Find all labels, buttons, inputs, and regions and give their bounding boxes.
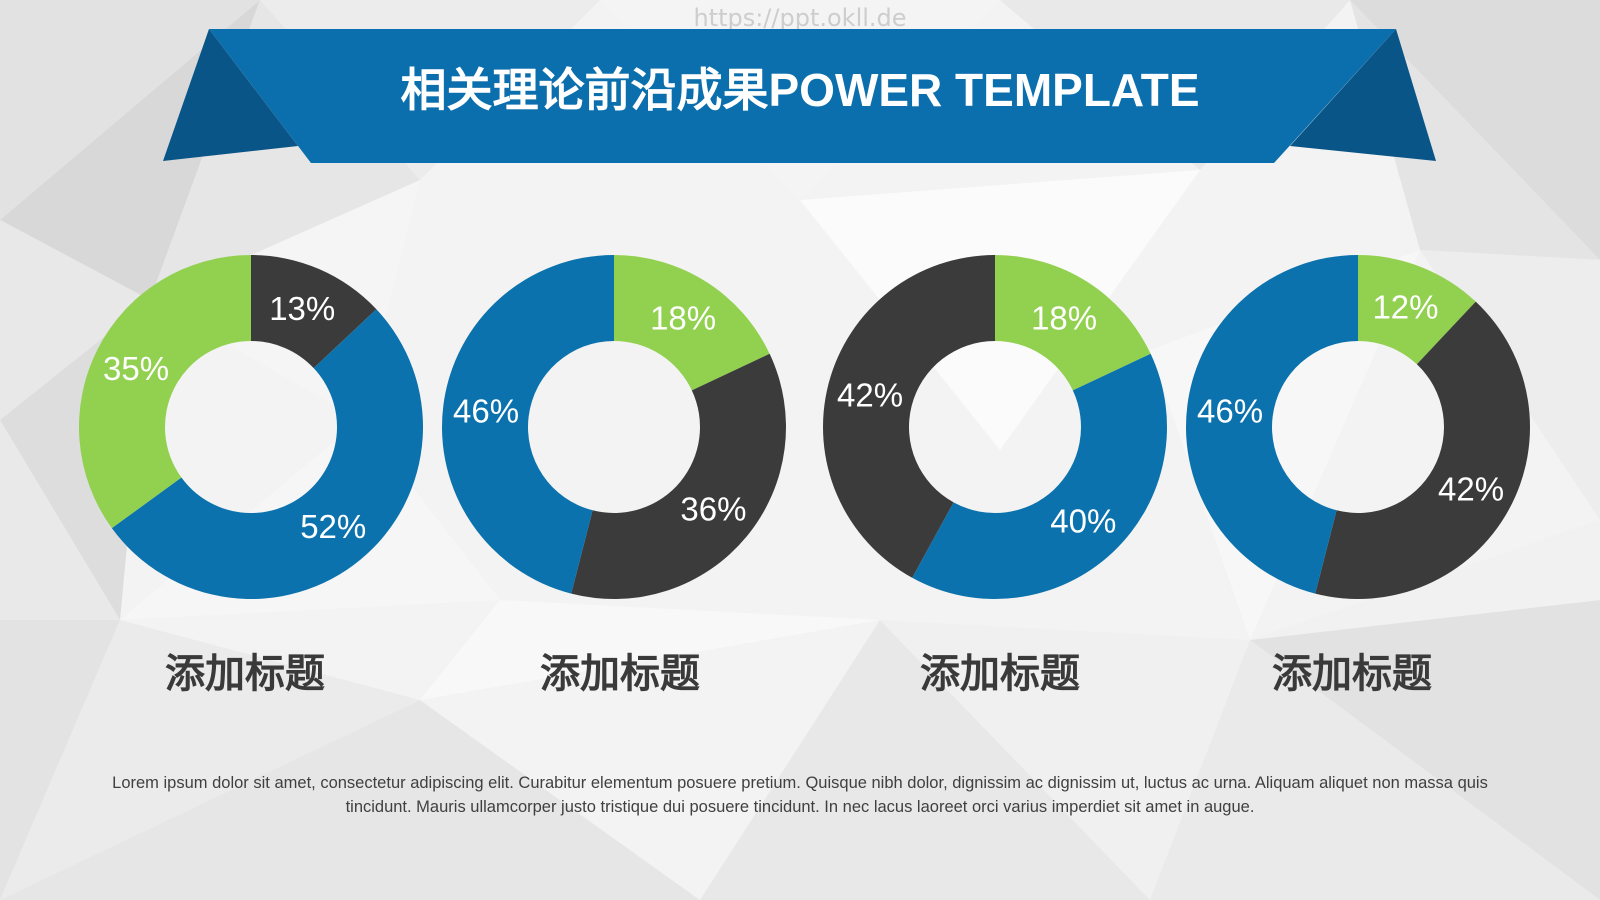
background-facet	[0, 700, 700, 900]
donut-3-label-2: 40%	[1050, 503, 1116, 540]
body-paragraph: Lorem ipsum dolor sit amet, consectetur …	[112, 774, 1488, 816]
donut-1-slice-2	[111, 309, 424, 600]
donut-4-slice-3	[1186, 255, 1358, 594]
donut-3-slice-1	[995, 255, 1151, 391]
watermark-text: https://ppt.okll.de	[693, 4, 907, 32]
donut-chart-1: 13% 52% 35%	[79, 255, 424, 600]
donut-1-label-1: 13%	[269, 290, 335, 327]
background-facet	[0, 220, 150, 420]
donut-1-slice-1	[251, 255, 377, 369]
background-facet	[0, 420, 120, 620]
donut-2-label-3: 46%	[453, 392, 519, 429]
background-facet	[1150, 640, 1600, 900]
background-facet	[1350, 0, 1600, 260]
donut-1-label-3: 35%	[103, 350, 169, 387]
donut-1-label-2: 52%	[300, 508, 366, 545]
donut-chart-3: 18% 40% 42%	[823, 255, 1167, 599]
chart-caption-1: 添加标题	[165, 652, 325, 696]
donut-2-label-2: 36%	[680, 491, 746, 528]
background-facet	[1250, 600, 1600, 900]
donut-4-label-3: 46%	[1197, 392, 1263, 429]
donut-2-slice-2	[571, 353, 786, 599]
banner-band	[209, 29, 1396, 163]
donut-4-slice-1	[1358, 255, 1476, 365]
donut-1-slice-3	[79, 255, 251, 529]
background-facet	[880, 620, 1250, 900]
background-facet	[420, 620, 880, 900]
donut-3-label-1: 18%	[1031, 300, 1097, 337]
donut-3-slice-2	[912, 353, 1167, 599]
background-facet	[0, 620, 420, 900]
donut-4-label-1: 12%	[1372, 289, 1438, 326]
donut-3-slice-3	[823, 255, 995, 578]
background-facet	[150, 0, 420, 300]
donut-2-slice-3	[441, 255, 614, 594]
banner-fold-left	[163, 29, 298, 161]
chart-caption-2: 添加标题	[540, 652, 700, 696]
background-facet	[420, 600, 880, 700]
donut-4-label-2: 42%	[1438, 471, 1504, 508]
page-title: 相关理论前沿成果POWER TEMPLATE	[400, 64, 1200, 116]
donut-chart-4: 12% 42% 46%	[1186, 255, 1531, 600]
banner-fold-right	[1290, 29, 1436, 161]
chart-caption-4: 添加标题	[1272, 652, 1432, 696]
donut-2-label-1: 18%	[650, 300, 716, 337]
donut-chart-2: 18% 36% 46%	[441, 255, 786, 599]
chart-caption-3: 添加标题	[920, 652, 1080, 696]
donut-3-label-3: 42%	[837, 376, 903, 413]
background-facet	[700, 620, 1150, 900]
donut-4-slice-2	[1315, 301, 1531, 600]
donut-2-slice-1	[614, 255, 770, 391]
